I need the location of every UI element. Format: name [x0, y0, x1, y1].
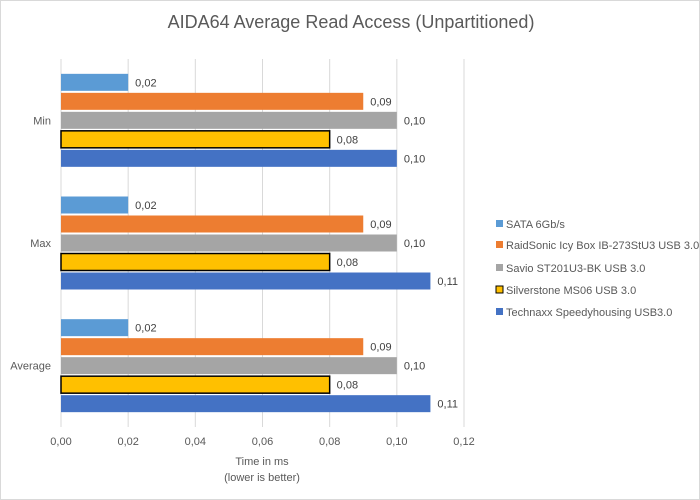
x-tick-label: 0,02	[117, 436, 138, 448]
data-label: 0,02	[135, 323, 156, 335]
bar	[61, 73, 129, 91]
x-tick-label: 0,06	[252, 436, 273, 448]
data-label: 0,08	[337, 380, 358, 392]
data-label: 0,08	[337, 257, 358, 269]
legend: SATA 6Gb/s RaidSonic Icy Box IB-273StU3 U…	[495, 219, 699, 319]
legend-marker	[496, 264, 503, 271]
legend-label: SATA 6Gb/s	[506, 219, 565, 231]
data-label: 0,09	[370, 96, 391, 108]
x-tick-label: 0,10	[386, 436, 407, 448]
data-label: 0,10	[404, 153, 425, 165]
bar	[61, 395, 431, 413]
data-labels: 0,02 0,09 0,10 0,08 0,10 0,02 0,09 0,10 0,08 0,11…	[135, 77, 458, 410]
bar	[61, 272, 431, 290]
x-tick-label: 0,04	[185, 436, 206, 448]
bar	[61, 319, 129, 337]
data-label: 0,09	[370, 219, 391, 231]
data-label: 0,10	[404, 115, 425, 127]
data-label: 0,10	[404, 361, 425, 373]
bar	[60, 252, 331, 272]
data-label: 0,10	[404, 238, 425, 250]
bar	[60, 130, 331, 149]
bar	[61, 149, 397, 167]
bars	[60, 73, 431, 413]
x-axis-note: (lower is better)	[224, 472, 300, 484]
data-label: 0,02	[135, 77, 156, 89]
bar	[61, 357, 397, 375]
data-label: 0,09	[370, 342, 391, 354]
data-label: 0,02	[135, 200, 156, 212]
category-label: Min	[33, 115, 51, 127]
legend-label: Savio ST201U3-BK USB 3.0	[506, 263, 645, 275]
bar	[61, 196, 129, 214]
legend-marker	[495, 285, 504, 294]
data-label: 0,11	[437, 399, 458, 411]
bar	[61, 92, 364, 110]
bar	[61, 234, 397, 252]
legend-label: Silverstone MS06 USB 3.0	[506, 285, 636, 297]
legend-marker	[496, 308, 503, 315]
legend-marker	[496, 220, 503, 227]
data-label: 0,08	[337, 134, 358, 146]
category-label: Max	[30, 238, 51, 250]
x-tick-label: 0,08	[319, 436, 340, 448]
category-label: Average	[10, 361, 51, 373]
x-tick-label: 0,00	[50, 436, 71, 448]
x-tick-labels: 0,00 0,02 0,04 0,06 0,08 0,10 0,12	[50, 436, 474, 448]
legend-label: Technaxx Speedyhousing USB3.0	[506, 307, 672, 319]
legend-marker	[496, 241, 503, 248]
legend-label: RaidSonic Icy Box IB-273StU3 USB 3.0	[506, 240, 699, 252]
bar	[61, 338, 364, 356]
category-labels: Min Max Average	[10, 115, 51, 372]
bar	[60, 375, 331, 394]
x-axis-title: Time in ms	[235, 456, 289, 468]
x-tick-label: 0,12	[453, 436, 474, 448]
bar	[61, 111, 397, 129]
bar	[61, 215, 364, 233]
data-label: 0,11	[437, 276, 458, 288]
chart-title: AIDA64 Average Read Access (Unpartitione…	[168, 12, 535, 32]
